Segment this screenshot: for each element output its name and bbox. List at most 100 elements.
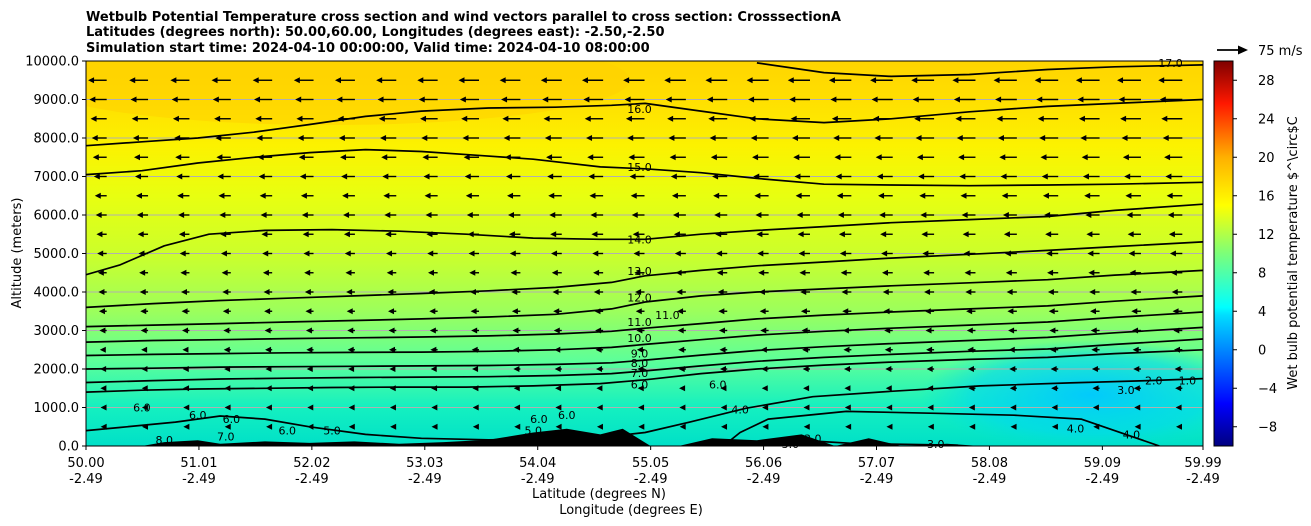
x-axis-label-line-1: Latitude (degrees N) xyxy=(532,487,666,502)
wind-vector-head xyxy=(540,77,547,84)
x-tick-label-lat: 57.07 xyxy=(858,456,895,471)
wind-vector-head xyxy=(304,289,311,295)
wind-vector-head xyxy=(1131,308,1138,315)
colorbar xyxy=(1213,60,1234,447)
wind-vector-head xyxy=(719,346,726,353)
wind-vector-head xyxy=(1122,154,1129,161)
chart-title-line-1: Wetbulb Potential Temperature cross sect… xyxy=(86,10,841,25)
wind-vector-head xyxy=(385,231,392,238)
wind-vector-head xyxy=(216,154,223,161)
wind-vector-head xyxy=(1075,77,1082,84)
wind-vector-head xyxy=(99,346,106,353)
wind-vector-head xyxy=(995,96,1002,103)
wind-vector-head xyxy=(342,192,349,199)
wind-vector-head xyxy=(553,308,560,315)
wind-vector-head xyxy=(596,404,603,411)
wind-vector-head xyxy=(1091,346,1098,353)
contour-label: 3.0 xyxy=(782,438,800,451)
wind-vector-head xyxy=(346,289,353,295)
wind-vector-head xyxy=(956,135,963,141)
wind-vector-head xyxy=(759,308,766,315)
contour-line xyxy=(86,348,1203,393)
wind-vector-head xyxy=(1168,231,1175,238)
contour-label: 7.0 xyxy=(631,367,649,380)
wind-vector-head xyxy=(1117,77,1124,84)
wind-vector-head xyxy=(343,231,350,238)
wind-vector-head xyxy=(178,231,185,238)
wind-vector-head xyxy=(1047,269,1054,276)
wind-vector-head xyxy=(98,289,105,295)
cold-air-region xyxy=(920,340,1203,446)
wind-vector-head xyxy=(1175,385,1182,392)
wind-vector-head xyxy=(472,423,479,430)
contour-label: 15.0 xyxy=(627,161,652,174)
wind-vector-head xyxy=(625,115,632,122)
contour-label: 6.0 xyxy=(279,425,297,438)
wind-vector-head xyxy=(678,346,685,353)
contour-label: 6.0 xyxy=(530,413,548,426)
contour-label: 4.0 xyxy=(1067,423,1085,436)
wind-vector-head xyxy=(259,192,266,199)
wind-vector-head xyxy=(1164,154,1171,161)
x-tick-label-lat: 53.03 xyxy=(406,456,443,471)
wind-vector-head xyxy=(212,96,219,103)
contour-label: 4.0 xyxy=(731,403,749,416)
wind-vector-head xyxy=(181,308,188,315)
wind-vector-head xyxy=(922,250,929,257)
wind-vector-head xyxy=(842,308,849,315)
quiver-key: 75 m/s xyxy=(1217,44,1303,59)
wind-vector-head xyxy=(834,154,841,161)
y-tick-label: 9000.0 xyxy=(34,93,80,108)
wind-vector-head xyxy=(1124,173,1131,180)
wind-vector-head xyxy=(886,404,893,411)
wind-vector-head xyxy=(299,173,306,180)
wind-vector-head xyxy=(589,192,596,199)
wind-vector-head xyxy=(800,308,807,315)
contour-line xyxy=(86,295,1203,343)
wind-vector-head xyxy=(1169,250,1176,257)
wind-vector-head xyxy=(634,269,641,276)
wind-vector-head xyxy=(217,173,224,180)
wind-vector-head xyxy=(668,135,675,141)
wind-vector-head xyxy=(507,192,514,199)
wind-vector-head xyxy=(265,346,272,353)
wind-vector-head xyxy=(135,173,142,180)
wind-vector-head xyxy=(300,192,307,199)
wind-vector-head xyxy=(757,250,764,257)
wind-vector-head xyxy=(1006,289,1013,295)
x-tick-label-lon: -2.49 xyxy=(1186,472,1220,487)
wind-vector-head xyxy=(830,96,837,103)
wind-vector-head xyxy=(961,212,968,218)
colorbar-tick-label: 12 xyxy=(1258,228,1275,243)
wind-vector-head xyxy=(218,192,225,199)
wind-vector-head xyxy=(1010,423,1017,430)
wind-vector-head xyxy=(508,212,515,218)
wind-vector-head xyxy=(472,366,479,372)
wind-vector-head xyxy=(183,404,190,411)
wind-vector-head xyxy=(297,135,304,141)
wind-vector-head xyxy=(1127,231,1134,238)
wind-vector-head xyxy=(924,289,931,295)
wind-vector-head xyxy=(997,135,1004,141)
wind-vector-head xyxy=(547,173,554,180)
wind-vector-head xyxy=(254,96,261,103)
wind-vector-head xyxy=(1049,327,1056,334)
contour-label: 3.0 xyxy=(927,438,945,451)
wind-vector-head xyxy=(388,308,395,315)
wind-vector-head xyxy=(505,173,512,180)
wind-vector-head xyxy=(632,231,639,238)
contour-line xyxy=(722,410,1160,446)
wind-vector-head xyxy=(718,327,725,334)
wind-vector-head xyxy=(676,289,683,295)
terrain xyxy=(86,428,1203,446)
wind-vector-head xyxy=(1047,289,1054,295)
wind-vector-head xyxy=(1088,269,1095,276)
wind-vector-head xyxy=(1051,423,1058,430)
wind-vector-head xyxy=(710,154,717,161)
wind-vector-head xyxy=(544,135,551,141)
wind-vector-head xyxy=(960,192,967,199)
wind-vector-head xyxy=(966,327,973,334)
wind-vector-head xyxy=(911,77,918,84)
wind-vector-head xyxy=(1040,154,1047,161)
contour-line xyxy=(86,148,1203,187)
